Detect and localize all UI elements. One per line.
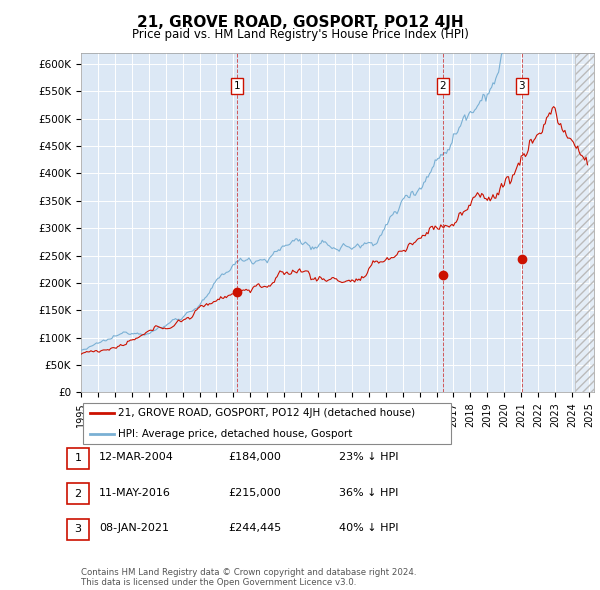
Text: 23% ↓ HPI: 23% ↓ HPI (339, 453, 398, 462)
Text: £244,445: £244,445 (228, 523, 281, 533)
Text: 3: 3 (74, 525, 82, 534)
Text: £184,000: £184,000 (228, 453, 281, 462)
Bar (575, 53, 598, 392)
Text: 08-JAN-2021: 08-JAN-2021 (99, 523, 169, 533)
Text: 36% ↓ HPI: 36% ↓ HPI (339, 488, 398, 497)
Text: HPI: Average price, detached house, Gosport: HPI: Average price, detached house, Gosp… (118, 428, 353, 438)
Text: 2: 2 (439, 81, 446, 91)
Bar (575, 53, 598, 392)
Text: 1: 1 (233, 81, 240, 91)
Text: 1: 1 (74, 454, 82, 463)
Text: 3: 3 (518, 81, 525, 91)
Text: 21, GROVE ROAD, GOSPORT, PO12 4JH (detached house): 21, GROVE ROAD, GOSPORT, PO12 4JH (detac… (118, 408, 415, 418)
FancyBboxPatch shape (83, 403, 451, 444)
FancyBboxPatch shape (67, 483, 89, 504)
FancyBboxPatch shape (67, 519, 89, 540)
Text: 12-MAR-2004: 12-MAR-2004 (99, 453, 174, 462)
Text: Price paid vs. HM Land Registry's House Price Index (HPI): Price paid vs. HM Land Registry's House … (131, 28, 469, 41)
FancyBboxPatch shape (67, 448, 89, 469)
Text: 11-MAY-2016: 11-MAY-2016 (99, 488, 171, 497)
Text: Contains HM Land Registry data © Crown copyright and database right 2024.
This d: Contains HM Land Registry data © Crown c… (81, 568, 416, 587)
Text: 21, GROVE ROAD, GOSPORT, PO12 4JH: 21, GROVE ROAD, GOSPORT, PO12 4JH (137, 15, 463, 30)
Text: £215,000: £215,000 (228, 488, 281, 497)
Text: 40% ↓ HPI: 40% ↓ HPI (339, 523, 398, 533)
Text: 2: 2 (74, 489, 82, 499)
